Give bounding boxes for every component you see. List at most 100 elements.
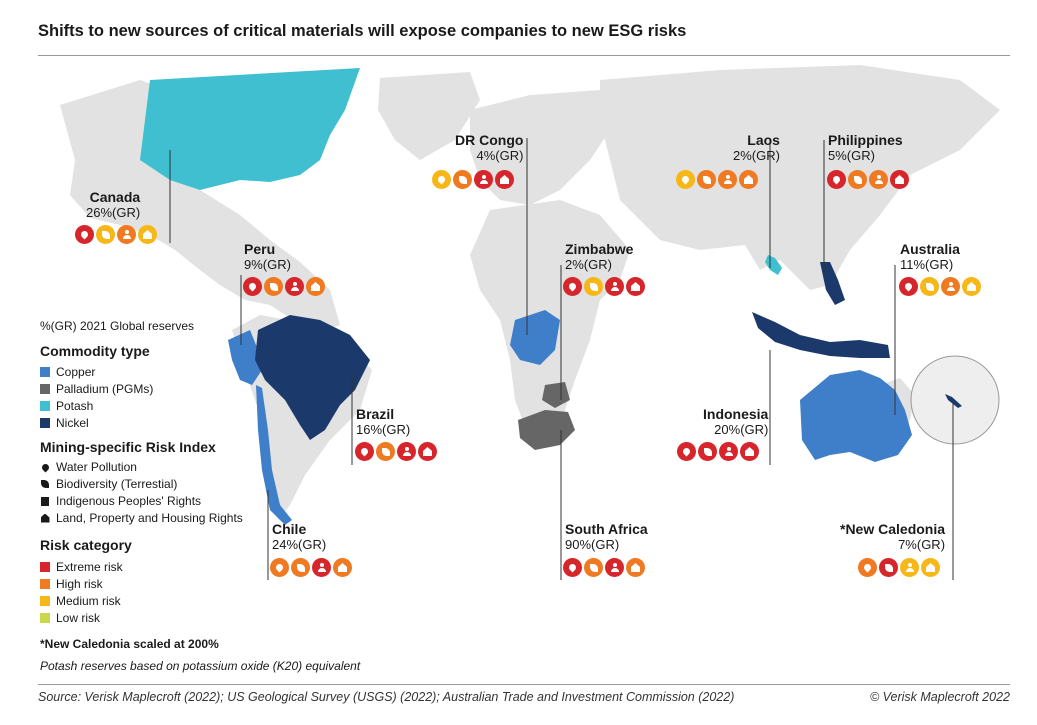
indonesia-shape [752, 312, 890, 358]
land-risk-icon [418, 442, 437, 461]
country-name: Philippines [828, 132, 903, 148]
ind-icon [40, 496, 50, 506]
swatch [40, 579, 50, 589]
new-caledonia-inset [910, 355, 1000, 445]
risk-icons-australia [899, 277, 981, 296]
country-label-chile: Chile 24%(GR) [272, 521, 326, 553]
legend-label: Extreme risk [56, 560, 123, 574]
risk-icons-laos [676, 170, 758, 189]
country-name: Indonesia [703, 406, 769, 422]
bio-risk-icon [96, 225, 115, 244]
risk-icons-indonesia [677, 442, 759, 461]
legend-commodity-nickel: Nickel [40, 416, 89, 430]
bio-risk-icon [584, 558, 603, 577]
copyright: © Verisk Maplecroft 2022 [869, 690, 1010, 704]
bio-risk-icon [291, 558, 310, 577]
legend-label: Indigenous Peoples' Rights [56, 494, 202, 508]
legend-category-medium: Medium risk [40, 594, 121, 608]
ind-risk-icon [474, 170, 493, 189]
global-reserves-pct: 9%(GR) [244, 257, 291, 272]
country-label-zimbabwe: Zimbabwe 2%(GR) [565, 241, 633, 273]
water-risk-icon [827, 170, 846, 189]
legend-label: High risk [56, 577, 103, 591]
water-risk-icon [676, 170, 695, 189]
legend-category-high: High risk [40, 577, 103, 591]
bio-risk-icon [453, 170, 472, 189]
legend-risk-bio: Biodiversity (Terrestial) [40, 477, 177, 491]
global-reserves-pct: 7%(GR) [898, 537, 946, 552]
legend-risk-ind: Indigenous Peoples' Rights [40, 494, 201, 508]
reserves-note: %(GR) 2021 Global reserves [40, 319, 195, 333]
source-note: Source: Verisk Maplecroft (2022); US Geo… [38, 690, 735, 704]
swatch [40, 418, 50, 428]
bio-risk-icon [848, 170, 867, 189]
country-label-australia: Australia 11%(GR) [900, 241, 960, 273]
country-label-southafrica: South Africa 90%(GR) [565, 521, 648, 553]
ind-risk-icon [869, 170, 888, 189]
land-risk-icon [333, 558, 352, 577]
title-rule [38, 55, 1010, 56]
water-risk-icon [563, 277, 582, 296]
water-icon [40, 462, 50, 472]
global-reserves-pct: 24%(GR) [272, 537, 327, 552]
swatch [40, 562, 50, 572]
legend-category-extreme: Extreme risk [40, 560, 123, 574]
water-risk-icon [243, 277, 262, 296]
land-risk-icon [495, 170, 514, 189]
newcaledonia-shape [945, 394, 962, 408]
water-risk-icon [677, 442, 696, 461]
swatch [40, 384, 50, 394]
risk-icons-peru [243, 277, 325, 296]
ind-risk-icon [312, 558, 331, 577]
ind-risk-icon [117, 225, 136, 244]
ind-risk-icon [605, 558, 624, 577]
legend-label: Medium risk [56, 594, 121, 608]
ind-risk-icon [285, 277, 304, 296]
legend-commodity-copper: Copper [40, 365, 95, 379]
legend-label: Palladium (PGMs) [56, 382, 154, 396]
country-name: DR Congo [455, 132, 524, 148]
country-label-newcaledonia: *New Caledonia 7%(GR) [840, 521, 945, 553]
bio-risk-icon [584, 277, 603, 296]
risk-icons-chile [270, 558, 352, 577]
land-risk-icon [739, 170, 758, 189]
ind-risk-icon [719, 442, 738, 461]
bio-risk-icon [376, 442, 395, 461]
risk-category-heading: Risk category [40, 537, 132, 553]
country-label-philippines: Philippines 5%(GR) [828, 132, 903, 164]
swatch [40, 367, 50, 377]
water-risk-icon [563, 558, 582, 577]
chart-title: Shifts to new sources of critical materi… [38, 22, 687, 40]
land-risk-icon [921, 558, 940, 577]
legend-label: Low risk [56, 611, 101, 625]
risk-index-heading: Mining-specific Risk Index [40, 439, 216, 455]
drcongo-shape [510, 310, 560, 365]
legend-commodity-potash: Potash [40, 399, 93, 413]
land-risk-icon [740, 442, 759, 461]
risk-icons-brazil [355, 442, 437, 461]
philippines-shape [820, 262, 845, 305]
country-name: Brazil [356, 406, 395, 422]
land-risk-icon [962, 277, 981, 296]
scale-note: *New Caledonia scaled at 200% [40, 637, 219, 651]
water-risk-icon [899, 277, 918, 296]
global-reserves-pct: 5%(GR) [828, 148, 875, 163]
country-name: Zimbabwe [565, 241, 634, 257]
country-name: Australia [900, 241, 960, 257]
global-reserves-pct: 90%(GR) [565, 537, 620, 552]
global-reserves-pct: 16%(GR) [356, 422, 411, 437]
country-name: Canada [89, 189, 141, 205]
bio-risk-icon [264, 277, 283, 296]
legend-commodity-palladium: Palladium (PGMs) [40, 382, 153, 396]
commodity-heading: Commodity type [40, 343, 150, 359]
bio-risk-icon [698, 442, 717, 461]
potash-note: Potash reserves based on potassium oxide… [40, 659, 361, 673]
global-reserves-pct: 2%(GR) [565, 257, 612, 272]
bio-icon [40, 480, 50, 488]
legend-label: Copper [56, 365, 96, 379]
swatch [40, 613, 50, 623]
risk-icons-drcongo [432, 170, 514, 189]
global-reserves-pct: 20%(GR) [714, 422, 769, 437]
country-label-peru: Peru 9%(GR) [244, 241, 291, 273]
